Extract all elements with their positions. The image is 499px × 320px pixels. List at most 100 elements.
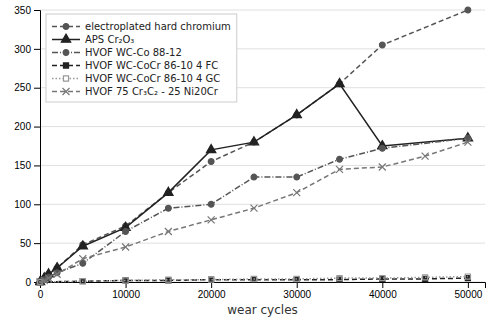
grid-line (40, 126, 485, 127)
legend-marker (61, 34, 70, 42)
tick-mark (34, 165, 40, 166)
y-axis: 050100150200250300350 (14, 5, 40, 288)
point (423, 275, 428, 280)
point (292, 110, 301, 118)
tick-mark (468, 282, 469, 288)
point (294, 277, 299, 282)
legend-item: electroplated hard chromium (52, 21, 231, 32)
x-axis: 0 10000 20000 30000 40000 50000 (38, 282, 486, 300)
tick: 200 (14, 121, 40, 132)
point (54, 271, 61, 278)
tick: 350 (14, 5, 40, 16)
point (164, 187, 173, 195)
series (37, 135, 471, 285)
tick-mark (34, 49, 40, 50)
point (422, 153, 429, 160)
tick-mark (34, 243, 40, 244)
legend-marker (63, 76, 68, 81)
series-line (40, 10, 468, 282)
point (208, 216, 215, 223)
point (209, 277, 214, 282)
legend-item: APS Cr₂O₃ (52, 34, 134, 45)
tick: 10000 (112, 282, 140, 300)
point (336, 166, 343, 173)
axis-line (34, 11, 41, 283)
series (37, 276, 470, 285)
point (123, 229, 129, 235)
point (122, 244, 129, 251)
series (37, 274, 470, 285)
legend: electroplated hard chromium APS Cr₂O₃ HVOF… (46, 14, 237, 102)
point (208, 159, 214, 165)
tick-label: 20000 (198, 289, 226, 300)
legend-marker (63, 24, 69, 30)
legend-label: HVOF WC-Co 88-12 (85, 47, 182, 58)
point (294, 276, 299, 281)
point (45, 275, 52, 282)
grid-line (40, 243, 485, 244)
point (337, 156, 343, 162)
point (79, 255, 86, 262)
tick: 20000 (198, 282, 226, 300)
tick: 150 (14, 160, 40, 171)
point (379, 163, 386, 170)
point (335, 78, 344, 86)
point (379, 145, 385, 151)
tick-mark (34, 10, 40, 11)
tick-label: 150 (14, 160, 31, 171)
grid (40, 10, 485, 282)
series-line (40, 138, 468, 282)
tick-label: 50 (20, 238, 32, 249)
legend-label: HVOF 75 Cr₃C₂ - 25 Ni20Cr (85, 86, 219, 97)
legend-item: HVOF WC-Co 88-12 (52, 47, 182, 58)
point (465, 274, 470, 279)
tick-label: 50000 (454, 289, 482, 300)
tick: 100 (14, 199, 40, 210)
legend-item: HVOF WC-CoCr 86-10 4 GC (52, 73, 220, 84)
point (464, 139, 471, 146)
tick: 50 (20, 238, 40, 249)
tick-label: 350 (14, 5, 31, 16)
point (165, 228, 172, 235)
point (251, 276, 256, 281)
legend-marker (63, 88, 70, 95)
tick-label: 40000 (369, 289, 397, 300)
tick-mark (34, 88, 40, 89)
chart: 0 10000 20000 30000 40000 500000 50 100 150 200 25… (0, 0, 499, 320)
point (165, 205, 171, 211)
tick-mark (297, 282, 298, 288)
tick-label: 300 (14, 44, 31, 55)
point (379, 42, 385, 48)
tick-label: 100 (14, 199, 31, 210)
point (206, 144, 215, 152)
tick-mark (382, 282, 383, 288)
point (123, 278, 128, 283)
point (465, 7, 471, 13)
point (80, 279, 85, 284)
axis-line (41, 283, 486, 289)
tick: 30000 (283, 282, 311, 300)
point (463, 133, 472, 141)
point (251, 277, 256, 282)
tick: 50000 (454, 282, 482, 300)
series-line (40, 277, 468, 282)
series (35, 78, 472, 284)
point (166, 277, 171, 282)
legend-item: HVOF WC-CoCr 86-10 4 FC (52, 60, 218, 71)
tick: 300 (14, 44, 40, 55)
tick-label: 0 (38, 289, 44, 300)
legend-label: electroplated hard chromium (85, 21, 231, 32)
tick: 250 (14, 82, 40, 93)
legend-item: HVOF 75 Cr₃C₂ - 25 Ni20Cr (52, 86, 219, 97)
point (380, 276, 385, 281)
tick-label: 200 (14, 121, 31, 132)
point (293, 189, 300, 196)
legend-frame (46, 14, 237, 102)
tick-label: 30000 (283, 289, 311, 300)
point (208, 201, 214, 207)
point (78, 241, 87, 249)
tick: 40000 (369, 282, 397, 300)
point (249, 137, 258, 145)
series-line (40, 142, 468, 282)
tick-label: 250 (14, 82, 31, 93)
